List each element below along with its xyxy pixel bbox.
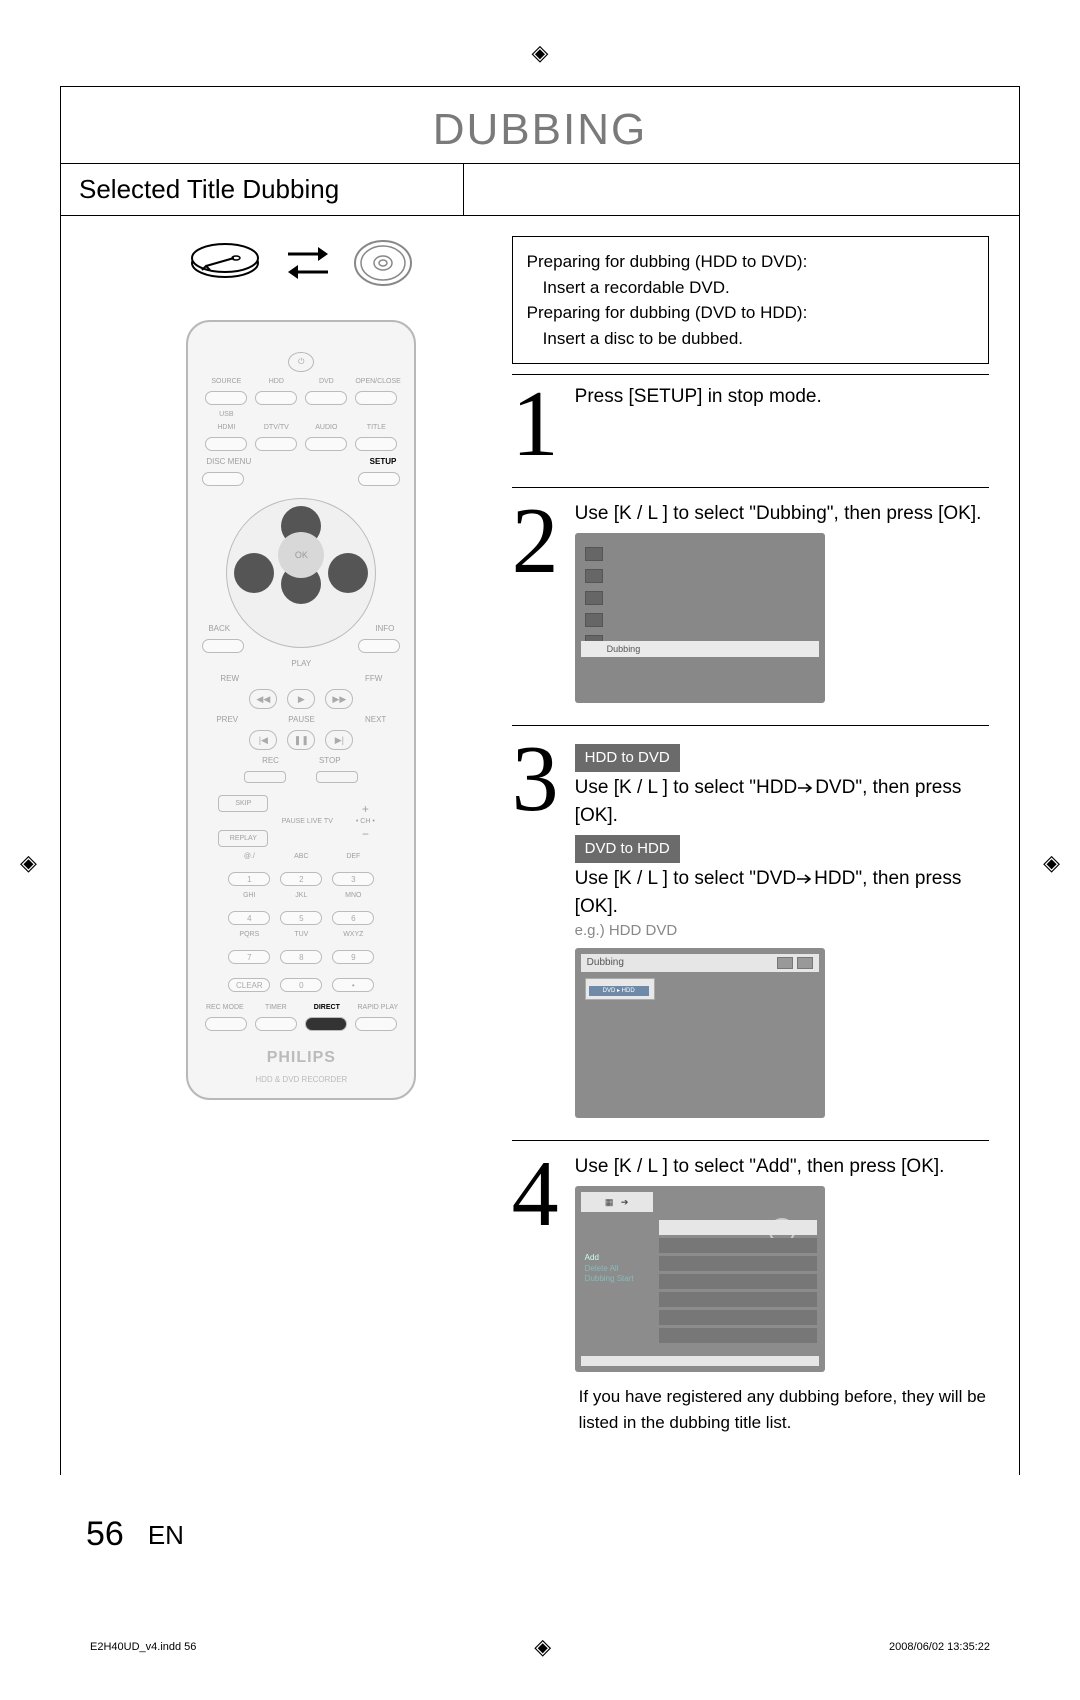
hdd-icon: [188, 236, 262, 290]
footer-timestamp: 2008/06/02 13:35:22: [889, 1641, 990, 1653]
nav-pad: OK: [226, 498, 376, 612]
brand-sub: HDD & DVD RECORDER: [255, 1075, 347, 1084]
osd-direction-menu: Dubbing ▶ DVD ▸ HDD: [575, 948, 825, 1118]
section-bar: Selected Title Dubbing: [61, 164, 1019, 216]
tag-hdd-to-dvd: HDD to DVD: [575, 744, 680, 772]
left-column: ⏻ SOURCE HDD DVD OPEN/CLOSE USB HDMI DTV…: [61, 236, 502, 1435]
power-button-icon: ⏻: [288, 352, 314, 372]
ok-button: OK: [278, 532, 324, 578]
step-2-number: 2: [512, 498, 559, 704]
step-4: 4 Use [K / L ] to select "Add", then pre…: [512, 1140, 989, 1436]
osd-dubbing-menu: Dubbing: [575, 533, 825, 703]
reg-mark-left: ◈: [20, 850, 37, 876]
print-footer: E2H40UD_v4.indd 56 ◈ 2008/06/02 13:35:22: [60, 1554, 1020, 1680]
prep-line-2b: Insert a disc to be dubbed.: [527, 326, 974, 352]
footer-file: E2H40UD_v4.indd 56: [90, 1641, 196, 1653]
osd-add-menu: ▦ ➔ Add Delete All Dubbing Start: [575, 1186, 825, 1372]
section-title: Selected Title Dubbing: [61, 164, 463, 215]
setup-label: SETUP: [370, 457, 397, 466]
prep-line-1b: Insert a recordable DVD.: [527, 275, 974, 301]
page: ◈ DUBBING Selected Title Dubbing: [60, 0, 1020, 1700]
content-frame: DUBBING Selected Title Dubbing: [60, 86, 1020, 1475]
osd-highlight-label: Dubbing: [581, 641, 819, 657]
disc-menu-label: DISC MENU: [206, 457, 251, 466]
dvd-icon: [352, 236, 414, 290]
step-2-text-b: , then press [OK].: [834, 503, 982, 524]
remote-control: ⏻ SOURCE HDD DVD OPEN/CLOSE USB HDMI DTV…: [186, 320, 416, 1100]
step-2-text-a: Use [K / L ] to select: [575, 503, 750, 524]
tag-dvd-to-hdd: DVD to HDD: [575, 835, 680, 863]
skip-button: SKIP: [218, 795, 268, 812]
step-3-hint: e.g.) HDD DVD: [575, 920, 989, 942]
step-3: 3 HDD to DVD Use [K / L ] to select "HDD…: [512, 725, 989, 1117]
osd2-sub-label: DVD ▸ HDD: [589, 986, 649, 996]
disc-swap-icon: [101, 236, 502, 290]
brand-label: PHILIPS: [267, 1049, 336, 1067]
page-title: DUBBING: [61, 87, 1019, 163]
preparation-box: Preparing for dubbing (HDD to DVD): Inse…: [512, 236, 989, 364]
page-number: 56EN: [60, 1475, 1020, 1554]
step-2: 2 Use [K / L ] to select "Dubbing", then…: [512, 487, 989, 704]
swap-arrows-icon: [280, 236, 334, 290]
prep-line-1: Preparing for dubbing (HDD to DVD):: [527, 249, 974, 275]
step-2-quote: Dubbing: [756, 503, 827, 524]
reg-mark-right: ◈: [1043, 850, 1060, 876]
step-1: 1 Press [SETUP] in stop mode.: [512, 374, 989, 465]
step-3-number: 3: [512, 736, 559, 1117]
step-4-number: 4: [512, 1151, 559, 1436]
remote-labels-row-1: SOURCE HDD DVD OPEN/CLOSE: [202, 378, 400, 385]
prep-line-2: Preparing for dubbing (DVD to HDD):: [527, 300, 974, 326]
content-columns: ⏻ SOURCE HDD DVD OPEN/CLOSE USB HDMI DTV…: [61, 216, 1019, 1475]
right-column: Preparing for dubbing (HDD to DVD): Inse…: [502, 236, 1019, 1435]
reg-mark-bottom: ◈: [534, 1634, 551, 1660]
step-1-text: Press [SETUP] in stop mode.: [575, 381, 989, 465]
remote-wrap: ⏻ SOURCE HDD DVD OPEN/CLOSE USB HDMI DTV…: [101, 320, 502, 1100]
step-4-note: If you have registered any dubbing befor…: [575, 1384, 989, 1435]
replay-button: REPLAY: [218, 830, 268, 847]
reg-mark-top: ◈: [60, 40, 1020, 66]
step-1-number: 1: [512, 381, 559, 465]
